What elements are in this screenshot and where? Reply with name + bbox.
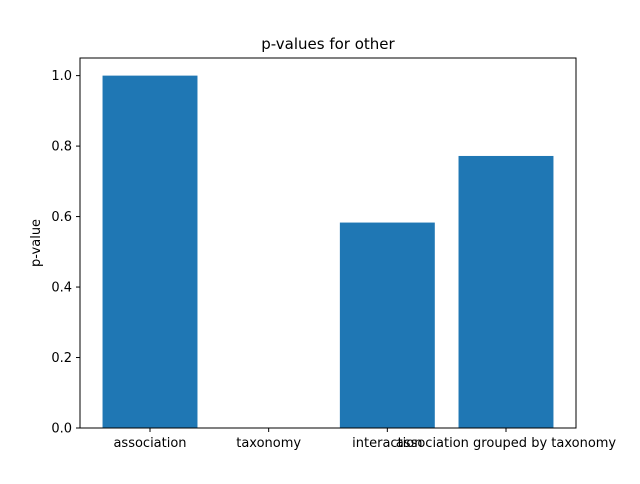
bar-interaction xyxy=(340,223,435,428)
bar-association-grouped-by-taxonomy xyxy=(459,156,554,428)
y-tick-label: 1.0 xyxy=(51,69,72,84)
x-axis-ticks: association taxonomy interactionassociatio… xyxy=(113,428,616,451)
x-tick-label: association grouped by taxonomy xyxy=(396,436,617,451)
bar-association xyxy=(103,76,198,428)
y-tick-label: 0.0 xyxy=(51,422,72,437)
x-tick-label: taxonomy xyxy=(236,436,301,451)
bars-group xyxy=(103,76,554,428)
y-tick-label: 0.6 xyxy=(51,210,72,225)
y-axis-title: p-value xyxy=(29,219,44,267)
y-tick-label: 0.4 xyxy=(51,281,72,296)
x-tick-label: association xyxy=(113,436,186,451)
chart-title: p-values for other xyxy=(261,35,395,53)
y-tick-label: 0.2 xyxy=(51,351,72,366)
y-tick-label: 0.8 xyxy=(51,140,72,155)
y-axis-ticks: 0.0 0.2 0.4 0.6 0.8 1.0 xyxy=(51,69,80,436)
